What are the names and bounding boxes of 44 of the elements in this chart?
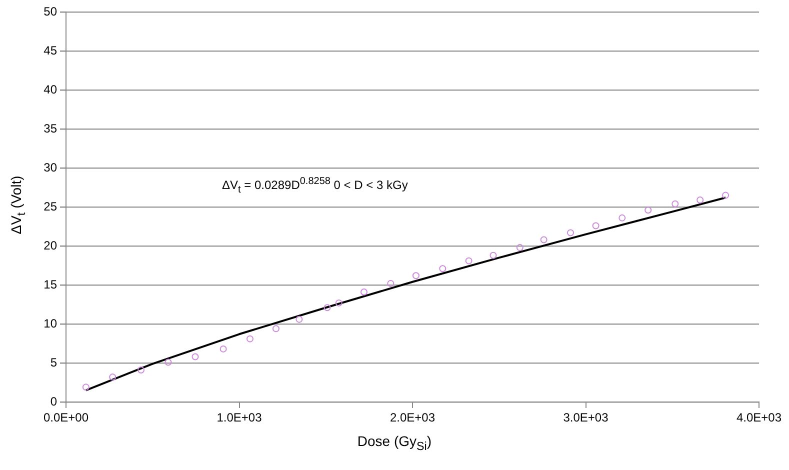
point [490,252,497,259]
y-tick-label: 50 [44,4,58,18]
point [296,316,303,323]
point [109,374,116,381]
y-tick-label: 45 [44,43,58,58]
point [192,353,199,360]
y-tick-label: 30 [44,160,58,174]
y-tick-label: 15 [44,277,58,292]
point [387,280,394,287]
x-tick-label: 4.0E+03 [736,410,782,425]
point [618,214,626,222]
y-tick-label: 10 [44,316,58,330]
point [82,384,90,391]
point [644,206,652,214]
y-tick-label: 5 [50,355,58,370]
y-tick-label: 20 [44,238,58,252]
y-tick-label: 40 [44,82,58,96]
point [220,345,227,352]
point [722,192,730,199]
point [138,366,145,374]
x-tick-label: 3.0E+03 [563,410,609,425]
point [672,200,679,208]
point [516,244,524,252]
x-tick-label: 1.0E+03 [216,410,262,425]
point [592,222,600,230]
y-tick-label: 0 [50,394,58,408]
x-tick-label: 0.0E+00 [43,410,89,425]
point [335,299,342,306]
point [540,236,548,244]
point [272,325,280,332]
annotation: ΔV$_{t}$ = 0.0289D$^{0.8258}$ 0 < D < 3 kGy [222,176,408,196]
point [324,304,331,312]
point [465,257,472,264]
point [439,265,446,272]
point [246,335,254,342]
point [412,272,420,280]
point [360,288,368,296]
point [696,196,704,204]
y-tick-label: 35 [44,121,58,136]
point [567,229,574,236]
y-tick-label: 25 [44,199,58,214]
x-axis-title: Dose (Gy$_{Si}$) [356,433,433,453]
x-tick-label: 2.0E+03 [390,410,436,425]
point [164,358,172,366]
